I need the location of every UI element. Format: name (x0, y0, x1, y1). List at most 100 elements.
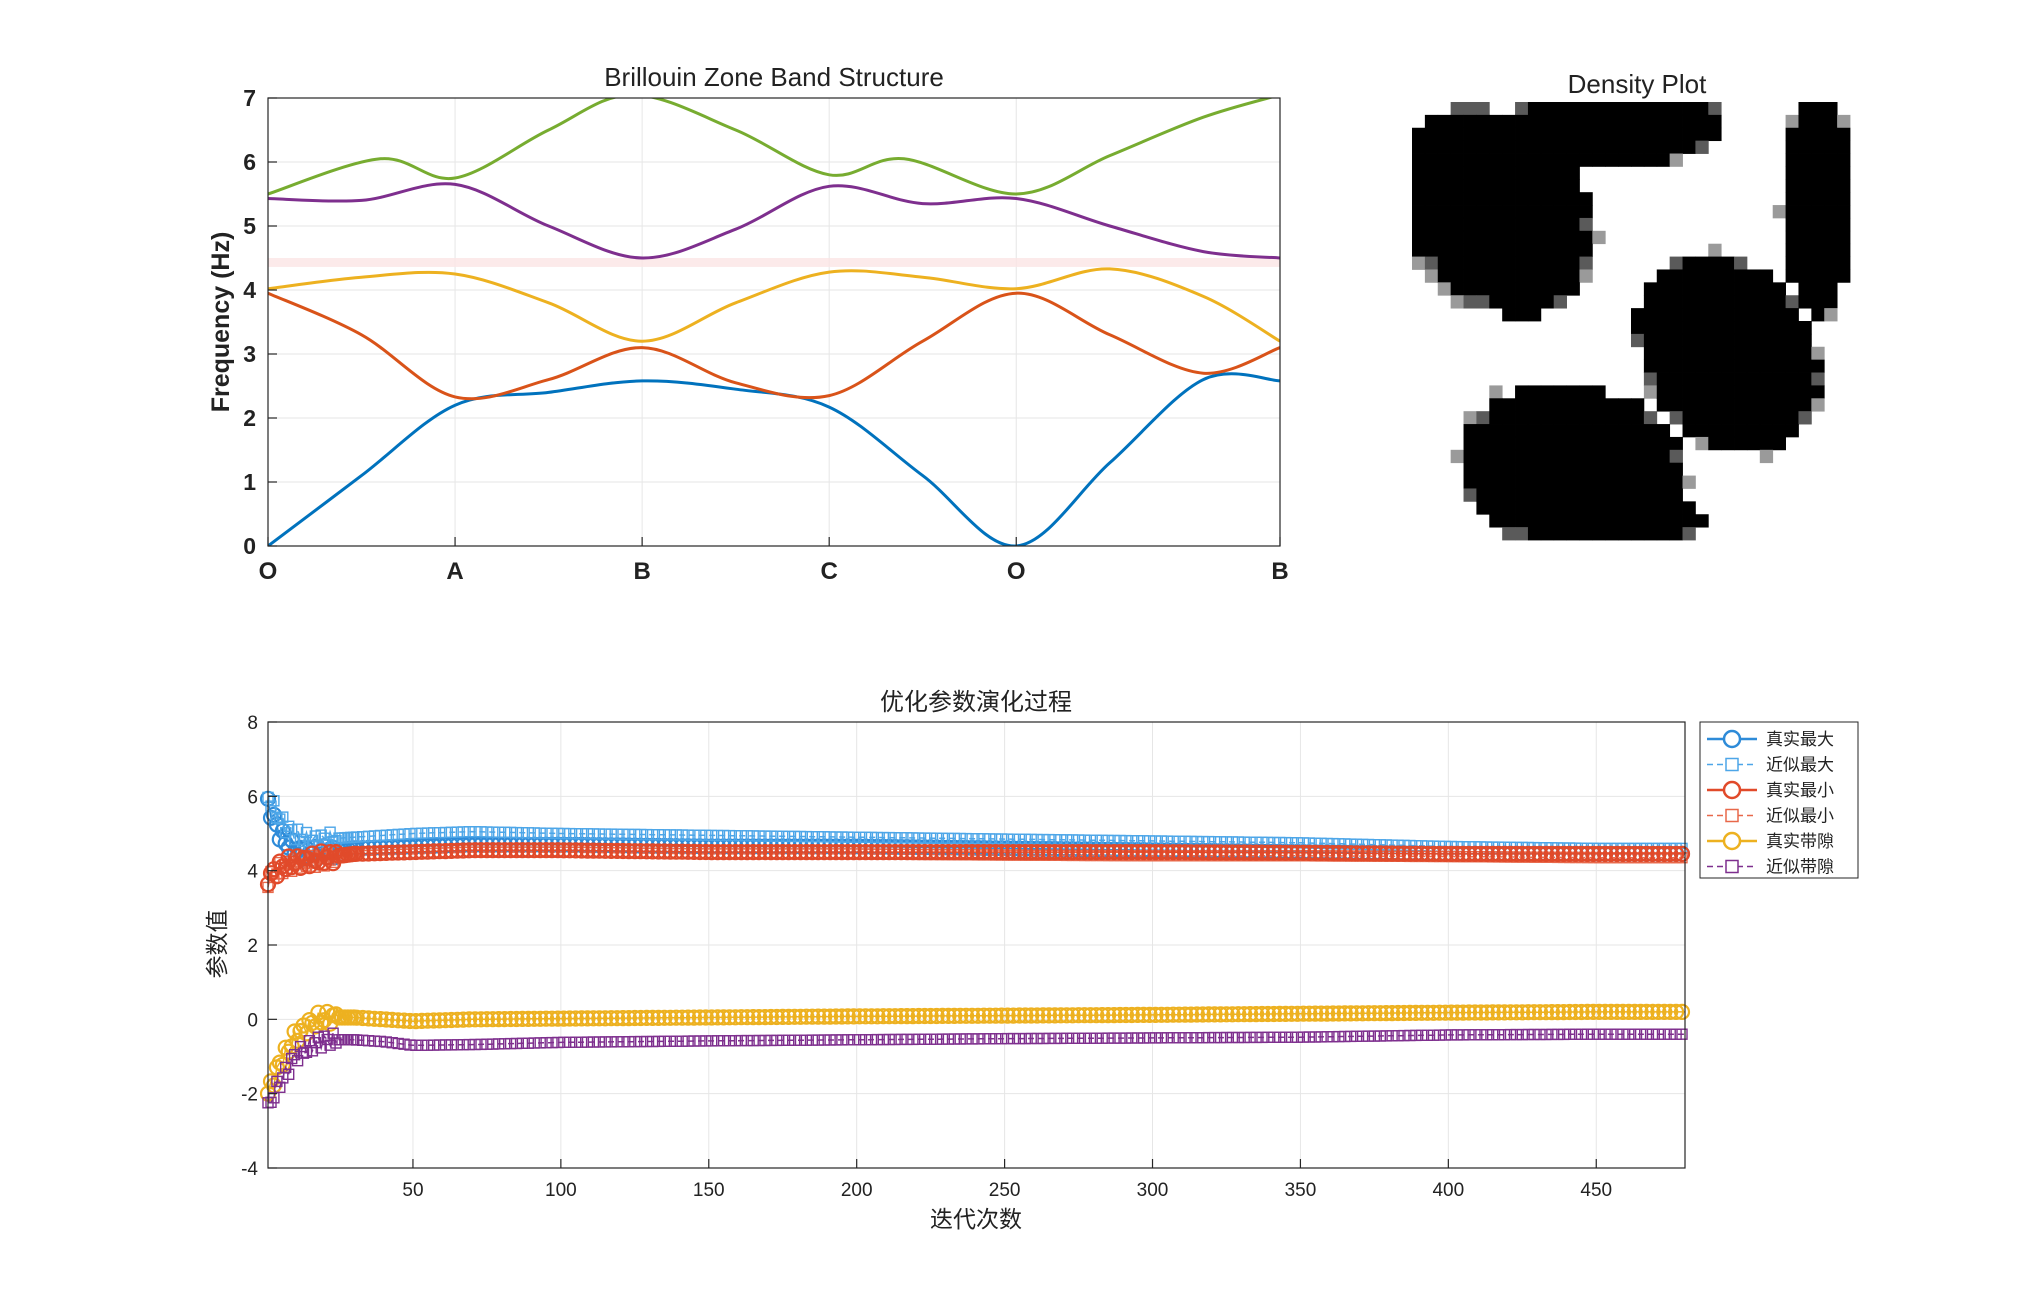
density-cell (1553, 411, 1567, 425)
opt-marker (1579, 1003, 1596, 1021)
opt-xlabel: 迭代次数 (930, 1207, 1022, 1233)
density-cell (1489, 114, 1503, 129)
density-cell (1695, 411, 1709, 425)
density-cell (1450, 192, 1464, 206)
opt-marker (810, 1008, 827, 1025)
opt-marker (1295, 1005, 1312, 1022)
opt-marker (318, 1030, 330, 1042)
density-cell (1682, 308, 1696, 322)
density-cell (1463, 436, 1477, 451)
density-cell (1553, 385, 1567, 399)
density-cell (1631, 102, 1645, 116)
density-cell (1412, 230, 1426, 245)
density-cell (1618, 436, 1632, 451)
density-cell (1772, 372, 1786, 386)
density-cell (1540, 462, 1555, 476)
density-cell (1721, 411, 1735, 425)
opt-marker (800, 1034, 813, 1046)
opt-marker (1632, 845, 1649, 863)
density-cell (1746, 436, 1761, 451)
opt-marker (709, 843, 726, 861)
density-cell (1553, 217, 1567, 232)
density-cell (1759, 269, 1774, 283)
density-cell (1643, 127, 1658, 142)
opt-marker (848, 1034, 860, 1046)
density-cell (1566, 153, 1580, 167)
opt-marker (1315, 1031, 1327, 1043)
density-cell (1708, 114, 1722, 129)
opt-marker (635, 828, 647, 841)
opt-marker (999, 1007, 1016, 1024)
density-cell (1811, 256, 1825, 270)
opt-marker (1224, 844, 1241, 861)
opt-marker (646, 829, 659, 841)
opt-marker (626, 843, 643, 860)
opt-marker (1005, 1007, 1022, 1024)
opt-marker (386, 1036, 398, 1049)
density-cell (1592, 140, 1606, 154)
opt-marker (1520, 845, 1537, 863)
density-cell (1618, 462, 1632, 476)
opt-marker (1628, 1028, 1641, 1040)
opt-marker (1011, 843, 1028, 861)
opt-marker (300, 826, 313, 839)
density-cell (1489, 243, 1503, 257)
density-cell (1811, 295, 1825, 309)
opt-marker (1427, 1029, 1440, 1041)
opt-marker (368, 830, 381, 842)
opt-marker (455, 842, 472, 859)
density-cell (1721, 321, 1735, 335)
opt-marker (1153, 843, 1170, 861)
density-cell (1695, 308, 1709, 322)
opt-marker (1268, 1031, 1280, 1044)
density-cell (1811, 230, 1825, 245)
density-cell (1837, 166, 1851, 180)
density-cell (1798, 333, 1812, 348)
density-cell (1502, 205, 1516, 219)
density-cell (1424, 179, 1439, 193)
density-cell (1837, 205, 1851, 219)
opt-marker (1090, 1032, 1103, 1044)
opt-marker (378, 1011, 395, 1028)
opt-marker (1502, 1004, 1519, 1021)
opt-marker (1206, 1006, 1223, 1023)
opt-marker (629, 1035, 641, 1048)
density-cell (1515, 140, 1529, 154)
opt-marker (836, 831, 848, 843)
density-cell (1772, 295, 1786, 309)
density-cell (1489, 462, 1503, 476)
opt-marker (1023, 843, 1040, 861)
opt-marker (1046, 1007, 1064, 1024)
opt-marker (1514, 1004, 1531, 1021)
density-cell (1592, 527, 1606, 541)
opt-marker (948, 1033, 960, 1045)
density-cell (1489, 385, 1503, 399)
opt-marker (662, 843, 679, 860)
opt-marker (1366, 845, 1383, 862)
opt-marker (1380, 1030, 1392, 1042)
opt-marker (398, 828, 410, 840)
opt-marker (1348, 1005, 1365, 1022)
opt-marker (348, 845, 365, 862)
density-cell (1656, 282, 1671, 296)
density-cell (1695, 372, 1709, 386)
density-cell (1450, 243, 1464, 257)
opt-marker (575, 828, 588, 840)
density-cell (1489, 424, 1503, 438)
density-cell (1656, 475, 1671, 489)
density-cell (1579, 114, 1593, 129)
density-cell (1502, 398, 1516, 412)
opt-marker (410, 1039, 422, 1052)
density-cell (1772, 398, 1786, 412)
density-cell (1798, 114, 1812, 129)
opt-marker (1449, 845, 1466, 863)
opt-marker (1656, 845, 1673, 863)
opt-marker (1575, 1028, 1588, 1041)
band-gap-highlight (268, 258, 1280, 267)
opt-marker (534, 1037, 546, 1049)
opt-marker (1040, 843, 1058, 861)
density-cell (1502, 192, 1516, 206)
density-cell (1412, 243, 1426, 257)
opt-marker (1395, 1004, 1413, 1022)
